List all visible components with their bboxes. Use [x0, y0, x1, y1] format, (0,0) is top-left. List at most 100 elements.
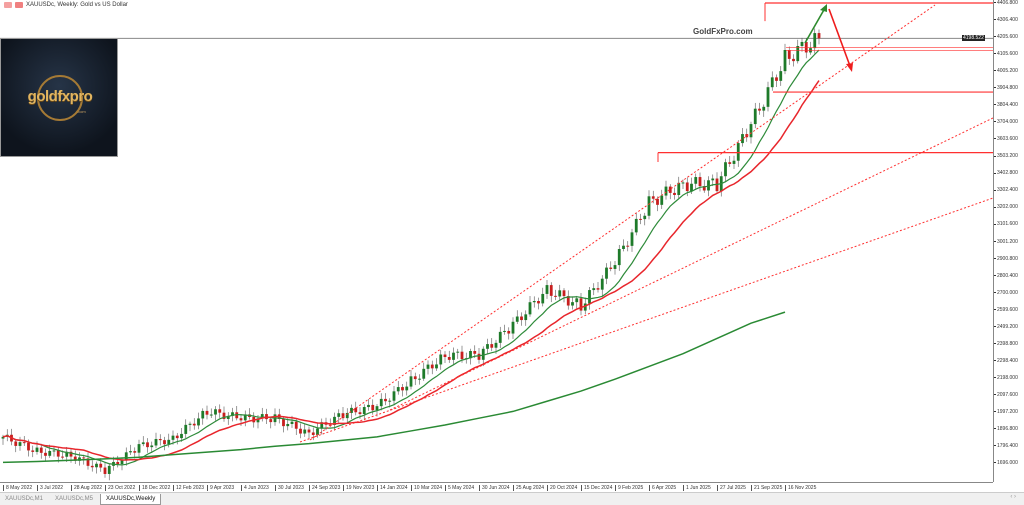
candle-body [707, 180, 710, 191]
candle-body [48, 450, 52, 456]
date-tick: 16 Nov 2025 [785, 485, 816, 491]
candle-body [813, 33, 817, 49]
candle-body [736, 143, 740, 161]
candle-body [180, 433, 183, 439]
candle-body [690, 183, 693, 192]
candle-body [579, 298, 583, 311]
down-arrow [828, 8, 851, 67]
candle-body [452, 352, 455, 360]
candle-body [35, 447, 39, 452]
candle-body [685, 182, 689, 192]
tab-scroll-arrows[interactable]: ‹ › [1010, 494, 1016, 500]
candle-body [473, 351, 477, 354]
time-axis[interactable]: 8 May 2022 3 Jul 2022 28 Aug 2022 23 Oct 20… [0, 482, 993, 493]
candle-body [732, 160, 736, 164]
candle-body [90, 465, 94, 468]
candle-body [664, 186, 668, 196]
candle-body [73, 456, 77, 461]
candle-body [124, 452, 128, 461]
candle-body [681, 182, 685, 184]
candle-body [430, 364, 434, 369]
price-tick: 2499.200 [994, 324, 1018, 330]
price-tick: 3904.800 [994, 85, 1018, 91]
chart-window[interactable]: XAUUSDc, Weekly: Gold vs US Dollar GoldF… [0, 0, 1024, 492]
candle-body [626, 245, 630, 247]
candle-body [184, 424, 188, 434]
candle-body [120, 460, 124, 465]
candle-body [333, 416, 336, 425]
long-ma-line [2, 311, 786, 464]
candle-body [82, 457, 86, 459]
candle-body [660, 195, 664, 205]
date-tick: 12 Feb 2023 [173, 485, 204, 491]
price-tick: 2599.600 [994, 307, 1018, 313]
tab-m5[interactable]: XAUUSDc,M5 [55, 496, 94, 502]
goldfxpro-logo: goldfxpro .com [0, 38, 118, 157]
price-tick: 3704.000 [994, 119, 1018, 125]
candle-body [456, 351, 460, 353]
candle-body [218, 409, 222, 413]
price-tick: 2900.800 [994, 256, 1018, 262]
candle-body [18, 442, 22, 446]
tab-weekly[interactable]: XAUUSDc,Weekly [100, 494, 162, 505]
date-tick: 19 Nov 2023 [343, 485, 374, 491]
price-tick: 2800.400 [994, 273, 1018, 279]
price-tick: 4105.600 [994, 51, 1018, 57]
candle-body [384, 398, 387, 402]
sell-icon[interactable] [15, 2, 23, 8]
date-tick: 30 Jun 2024 [479, 485, 510, 491]
buy-icon[interactable] [4, 2, 12, 8]
candle-body [439, 354, 443, 365]
candle-body [99, 463, 103, 468]
date-tick: 9 Feb 2025 [615, 485, 643, 491]
price-chart[interactable] [0, 0, 993, 482]
date-tick: 3 Jul 2022 [37, 485, 63, 491]
candle-body [426, 364, 430, 369]
candle-body [137, 444, 141, 453]
up-arrow-head [820, 4, 827, 12]
date-tick: 28 Aug 2022 [71, 485, 102, 491]
candle-body [656, 198, 659, 205]
candle-body [728, 162, 732, 164]
candle-body [528, 302, 532, 315]
candle-body [31, 450, 35, 452]
price-tick: 1796.400 [994, 443, 1018, 449]
date-tick: 5 May 2024 [445, 485, 474, 491]
candle-body [651, 196, 655, 199]
candle-body [405, 386, 409, 391]
candle-body [447, 357, 451, 360]
candle-body [766, 87, 770, 107]
date-tick: 1 Jun 2025 [683, 485, 711, 491]
logo-ring [37, 75, 83, 121]
candle-body [1, 436, 5, 439]
tab-m1[interactable]: XAUUSDc,M1 [5, 496, 44, 502]
candle-body [549, 285, 553, 296]
price-tick: 1997.200 [994, 409, 1018, 415]
candle-body [260, 414, 264, 419]
date-tick: 23 Oct 2022 [105, 485, 135, 491]
candle-body [239, 418, 243, 421]
candle-body [702, 186, 706, 191]
candle-body [571, 302, 574, 306]
price-axis[interactable]: 4406.800 4306.400 4205.600 4105.600 4005.200… [993, 0, 1024, 482]
candle-body [609, 267, 613, 269]
candle-body [753, 108, 757, 125]
candle-body [209, 414, 213, 416]
candle-body [214, 409, 217, 415]
date-tick: 6 Apr 2025 [649, 485, 676, 491]
candle-body [800, 41, 804, 46]
candle-body [435, 364, 438, 369]
candle-body [668, 186, 672, 193]
candle-body [294, 421, 298, 429]
candle-body [443, 354, 447, 358]
candle-body [396, 387, 400, 392]
candle-body [507, 330, 511, 334]
candle-body [243, 414, 247, 421]
candle-body [537, 300, 540, 304]
candle-body [371, 404, 375, 411]
candle-body [524, 314, 528, 321]
candle-body [588, 290, 591, 304]
logo-suffix: .com [77, 109, 86, 114]
trendline [389, 117, 993, 411]
candle-body [605, 267, 608, 279]
